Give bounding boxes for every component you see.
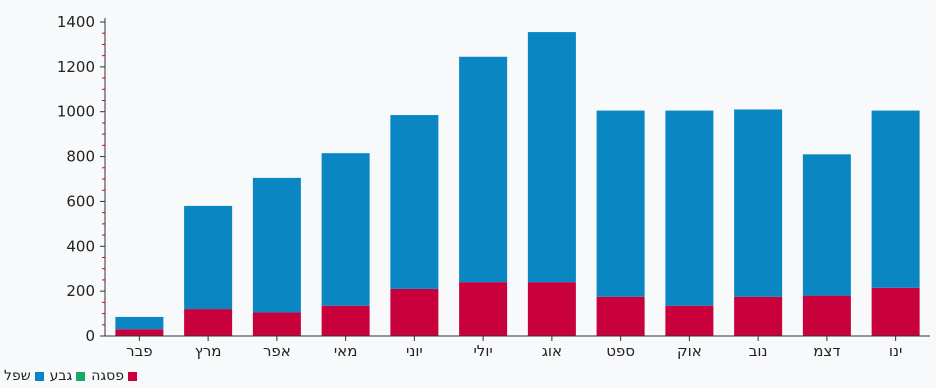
bar-segment[interactable] (734, 109, 783, 297)
legend-label-low: שפל (4, 368, 31, 384)
y-tick-label: 800 (66, 148, 95, 166)
bar-segment[interactable] (115, 316, 164, 330)
y-tick-label: 600 (66, 192, 95, 210)
legend-swatch-low (34, 371, 44, 381)
legend-item-low[interactable]: שפל (4, 368, 44, 384)
bar-segment[interactable] (802, 154, 851, 296)
x-tick-label: דצמ (813, 342, 840, 360)
x-tick-label: אוק (677, 342, 702, 360)
x-tick-label: פבר (126, 342, 153, 360)
x-tick-label: אוג (542, 342, 562, 360)
bar-segment[interactable] (665, 110, 714, 306)
x-tick-label: ספט (606, 342, 635, 360)
y-tick-label: 200 (66, 282, 95, 300)
bar-segment[interactable] (871, 110, 920, 288)
x-axis: פבר מרץ אפר מאי יוני יולי אוג ספט אוק נוב דצמ ינו (105, 335, 930, 360)
bar-segment[interactable] (321, 153, 370, 306)
bar-segment[interactable] (321, 305, 370, 336)
y-axis: 0 200 400 600 800 1000 1200 1400 (57, 13, 106, 345)
bar-segment[interactable] (871, 287, 920, 336)
bar-segment[interactable] (734, 296, 783, 336)
legend-swatch-peak (128, 371, 138, 381)
bar-segment[interactable] (527, 282, 576, 336)
x-tick-label: יולי (473, 342, 492, 360)
legend-label-mid: גבע (49, 368, 73, 384)
x-tick-label: מרץ (195, 342, 222, 360)
y-tick-label: 1200 (57, 58, 95, 76)
bar-segment[interactable] (115, 329, 164, 336)
legend-item-peak[interactable]: פסגה (91, 368, 138, 384)
bar-segment[interactable] (252, 177, 301, 313)
x-tick-label: יוני (406, 342, 423, 360)
bar-segment[interactable] (390, 115, 439, 289)
bar-segment[interactable] (665, 305, 714, 336)
bars (115, 32, 920, 336)
legend-item-mid[interactable]: גבע (50, 368, 86, 384)
bar-segment[interactable] (459, 282, 508, 336)
bar-segment[interactable] (184, 309, 233, 336)
x-tick-label: מאי (334, 342, 358, 360)
x-tick-label: נוב (749, 342, 768, 360)
bar-segment[interactable] (802, 295, 851, 336)
y-tick-label: 400 (66, 237, 95, 255)
bar-segment[interactable] (596, 110, 645, 297)
x-tick-label: ינו (889, 342, 902, 360)
bar-segment[interactable] (252, 312, 301, 336)
x-tick-label: אפר (263, 342, 291, 360)
bar-segment[interactable] (459, 56, 508, 283)
y-tick-label: 1400 (57, 13, 95, 31)
bar-segment[interactable] (184, 205, 233, 310)
legend-swatch-mid (76, 371, 86, 381)
y-tick-label: 0 (85, 327, 95, 345)
bar-segment[interactable] (390, 288, 439, 336)
bar-segment[interactable] (596, 296, 645, 336)
bar-segment[interactable] (527, 32, 576, 283)
y-tick-label: 1000 (57, 103, 95, 121)
legend: פסגה גבע שפל (4, 368, 138, 384)
legend-label-peak: פסגה (91, 368, 125, 384)
